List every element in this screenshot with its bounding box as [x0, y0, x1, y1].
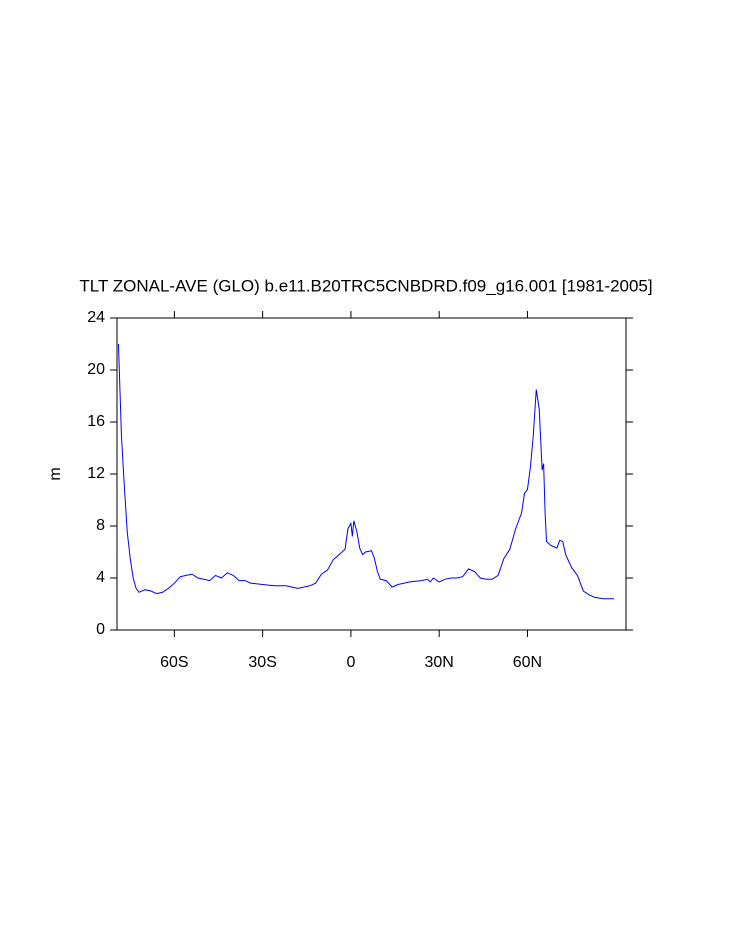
- x-tick-label: 60S: [160, 654, 188, 671]
- y-tick-label: 16: [87, 413, 105, 430]
- y-tick-label: 4: [96, 569, 105, 586]
- y-tick-label: 12: [87, 465, 105, 482]
- x-tick-label: 30N: [424, 654, 453, 671]
- data-line: [117, 343, 615, 600]
- y-tick-label: 8: [96, 517, 105, 534]
- y-tick-label: 24: [87, 309, 105, 326]
- y-tick-label: 0: [96, 621, 105, 638]
- x-tick-label: 30S: [248, 654, 276, 671]
- y-tick-label: 20: [87, 361, 105, 378]
- y-axis-label: m: [47, 467, 64, 480]
- chart-title: TLT ZONAL-AVE (GLO) b.e11.B20TRC5CNBDRD.…: [79, 276, 652, 295]
- x-tick-label: 60N: [513, 654, 542, 671]
- x-tick-label: 0: [346, 654, 355, 671]
